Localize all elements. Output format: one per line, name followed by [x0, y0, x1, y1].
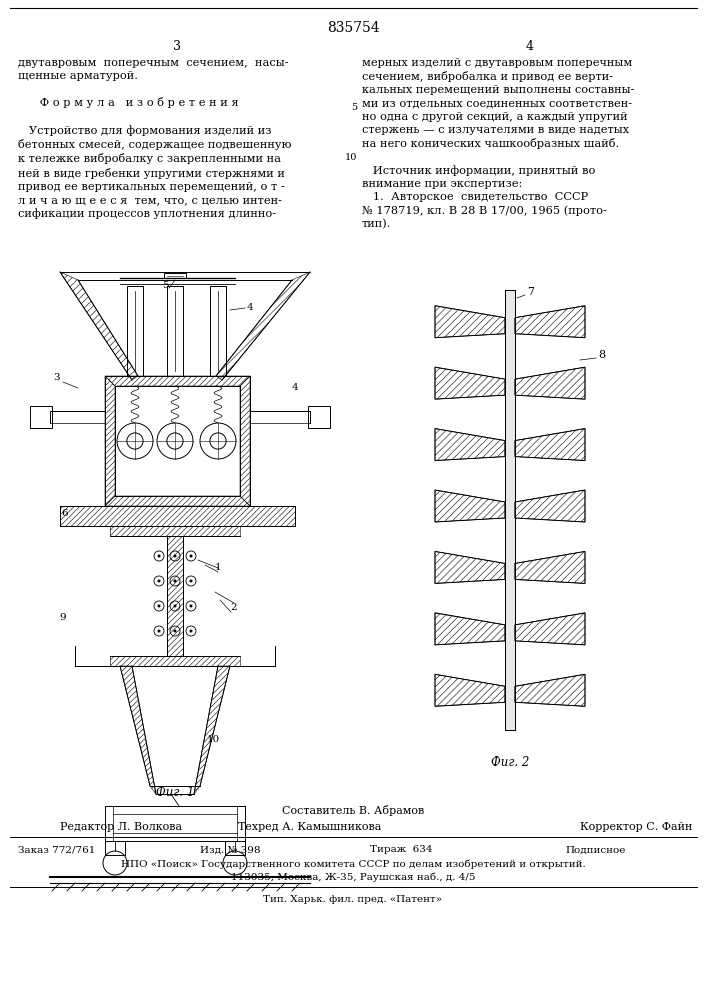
Text: 6: 6	[62, 508, 69, 518]
Circle shape	[158, 554, 160, 558]
Polygon shape	[515, 306, 585, 338]
Text: 7: 7	[527, 287, 534, 297]
Bar	[30, 406, 52, 428]
Circle shape	[173, 554, 177, 558]
Text: Редактор Л. Волкова: Редактор Л. Волкова	[60, 822, 182, 832]
Circle shape	[173, 604, 177, 607]
Text: мерных изделий с двутавровым поперечным
сечением, вибробалка и привод ее верти-
: мерных изделий с двутавровым поперечным …	[362, 58, 634, 230]
Bar	[210, 286, 226, 376]
Text: 8: 8	[598, 350, 605, 360]
Text: 10: 10	[206, 736, 220, 744]
Text: 1: 1	[215, 564, 221, 572]
Circle shape	[158, 604, 160, 607]
Text: Тираж  634: Тираж 634	[370, 846, 433, 854]
Circle shape	[158, 580, 160, 582]
Text: 10: 10	[344, 153, 357, 162]
Bar	[308, 406, 330, 428]
Text: Подписное: Подписное	[565, 846, 626, 854]
Bar	[225, 841, 245, 855]
Polygon shape	[435, 490, 505, 522]
Polygon shape	[515, 429, 585, 461]
Text: 3: 3	[173, 40, 181, 53]
Text: Составитель В. Абрамов: Составитель В. Абрамов	[282, 804, 424, 816]
Circle shape	[189, 554, 192, 558]
Polygon shape	[515, 674, 585, 706]
Bar	[167, 286, 183, 376]
Circle shape	[189, 604, 192, 607]
Polygon shape	[435, 613, 505, 645]
Polygon shape	[515, 367, 585, 399]
Polygon shape	[435, 551, 505, 583]
Polygon shape	[515, 613, 585, 645]
Text: Корректор С. Файн: Корректор С. Файн	[580, 822, 692, 832]
Text: 5: 5	[351, 104, 357, 112]
Text: Изд. № 398: Изд. № 398	[200, 846, 260, 854]
Circle shape	[158, 630, 160, 633]
Text: НПО «Поиск» Государственного комитета СССР по делам изобретений и открытий.: НПО «Поиск» Государственного комитета СС…	[121, 859, 585, 869]
Bar	[105, 841, 125, 855]
Text: 9: 9	[59, 613, 66, 622]
Text: 835754: 835754	[327, 21, 380, 35]
Text: 2: 2	[230, 602, 238, 611]
Text: 3: 3	[54, 373, 60, 382]
Circle shape	[173, 630, 177, 633]
Polygon shape	[435, 306, 505, 338]
Bar	[164, 273, 186, 278]
Text: 4: 4	[292, 383, 298, 392]
Text: 5: 5	[162, 280, 168, 290]
Polygon shape	[435, 674, 505, 706]
Polygon shape	[515, 551, 585, 583]
Text: Техред А. Камышникова: Техред А. Камышникова	[238, 822, 382, 832]
Circle shape	[189, 580, 192, 582]
Bar	[505, 290, 515, 730]
Text: 4: 4	[247, 304, 253, 312]
Text: Тип. Харьк. фил. пред. «Патент»: Тип. Харьк. фил. пред. «Патент»	[264, 896, 443, 904]
Polygon shape	[515, 490, 585, 522]
Text: Фиг. 1: Фиг. 1	[156, 786, 194, 798]
Circle shape	[173, 580, 177, 582]
Circle shape	[189, 630, 192, 633]
Text: Заказ 772/761: Заказ 772/761	[18, 846, 95, 854]
Text: Фиг. 2: Фиг. 2	[491, 756, 529, 768]
Polygon shape	[435, 429, 505, 461]
Polygon shape	[435, 367, 505, 399]
Text: двутавровым  поперечным  сечением,  насы-
щенные арматурой.

      Ф о р м у л а: двутавровым поперечным сечением, насы- щ…	[18, 58, 291, 219]
Bar	[127, 286, 143, 376]
Text: 113035, Москва, Ж-35, Раушская наб., д. 4/5: 113035, Москва, Ж-35, Раушская наб., д. …	[230, 872, 475, 882]
Text: 4: 4	[526, 40, 534, 53]
